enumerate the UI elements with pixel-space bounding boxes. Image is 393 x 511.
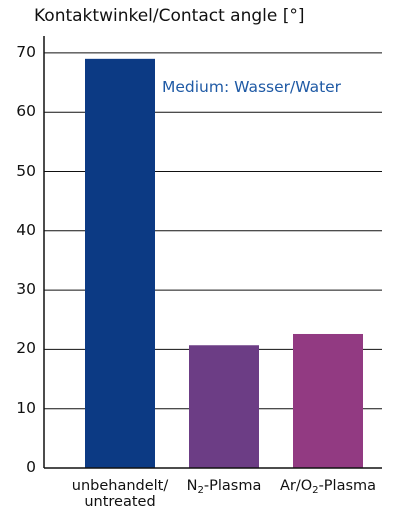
y-tick-label: 40: [16, 220, 36, 239]
bar-0: [85, 58, 155, 468]
y-tick-label: 10: [16, 398, 36, 417]
annotation: Medium: Wasser/Water: [162, 78, 342, 96]
y-tick-label: 60: [16, 102, 36, 121]
x-tick-label: unbehandelt/untreated: [71, 478, 169, 510]
y-tick-label: 50: [16, 161, 36, 180]
bar-1: [189, 345, 259, 468]
x-tick-label: Ar/O2-Plasma: [279, 478, 377, 496]
y-tick-label: 0: [26, 458, 36, 476]
y-tick-label: 30: [16, 280, 36, 299]
x-tick-label: N2-Plasma: [186, 478, 262, 496]
y-tick-label: 20: [16, 339, 36, 358]
y-axis-label: Kontaktwinkel/Contact angle [°]: [34, 6, 305, 26]
y-tick-label: 70: [16, 42, 36, 61]
bar-2: [293, 333, 363, 468]
